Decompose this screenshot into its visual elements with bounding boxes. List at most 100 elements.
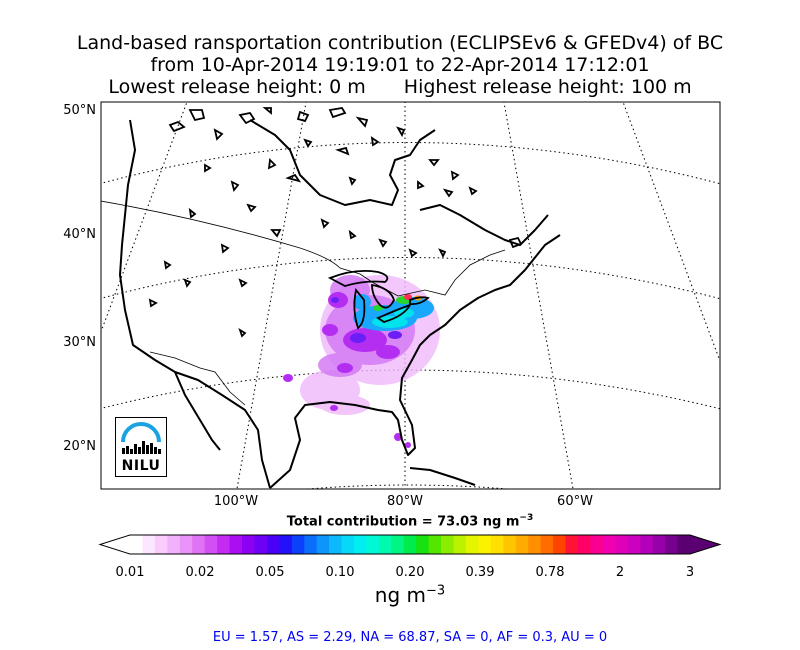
colorbar-tick-label: 0.20 bbox=[395, 565, 425, 580]
colorbar-bin bbox=[192, 535, 206, 554]
colorbar-bin bbox=[366, 535, 380, 554]
colorbar-bin bbox=[428, 535, 442, 554]
lat-label-20: 20°N bbox=[63, 439, 96, 454]
lat-label-40: 40°N bbox=[63, 227, 96, 242]
total-contribution-unit-exponent: −3 bbox=[519, 513, 534, 523]
graticule-lon-40 bbox=[622, 102, 720, 363]
colorbar-bin bbox=[204, 535, 218, 554]
lon-label-60w: 60°W bbox=[557, 494, 593, 509]
colorbar-tick-label: 0.39 bbox=[465, 565, 495, 580]
nilu-logo: NILU bbox=[115, 417, 167, 477]
colorbar-bin bbox=[540, 535, 554, 554]
colorbar-bin bbox=[142, 535, 156, 554]
lake-michigan bbox=[353, 287, 366, 330]
gulf-coast bbox=[269, 234, 561, 489]
graticule-lon-60 bbox=[503, 102, 574, 489]
graticule-lat-30 bbox=[101, 257, 720, 300]
colorbar-bin bbox=[640, 535, 654, 554]
colorbar-bin bbox=[602, 535, 616, 554]
colorbar-bin bbox=[217, 535, 231, 554]
colorbar-unit-exponent: −3 bbox=[426, 583, 446, 599]
lake-superior bbox=[327, 269, 389, 287]
colorbar-unit-text: ng m bbox=[374, 583, 427, 607]
colorbar-bin bbox=[391, 535, 405, 554]
labrador bbox=[419, 204, 549, 246]
colorbar-bin bbox=[503, 535, 517, 554]
colorbar-outline bbox=[98, 534, 722, 555]
lowest-release-height: Lowest release height: 0 m bbox=[108, 76, 366, 98]
colorbar-bin bbox=[304, 535, 318, 554]
lat-label-50: 50°N bbox=[63, 103, 96, 118]
colorbar-bin bbox=[341, 535, 355, 554]
colorbar-bin bbox=[453, 535, 467, 554]
colorbar-bin bbox=[291, 535, 305, 554]
highest-release-height: Highest release height: 100 m bbox=[403, 76, 692, 98]
colorbar-bin bbox=[515, 535, 529, 554]
colorbar-tick-label: 0.01 bbox=[115, 565, 145, 580]
colorbar-bin bbox=[528, 535, 542, 554]
colorbar-bin bbox=[279, 535, 293, 554]
colorbar-bin bbox=[354, 535, 367, 554]
title-line-2: from 10-Apr-2014 19:19:01 to 22-Apr-2014… bbox=[150, 54, 650, 76]
colorbar bbox=[98, 534, 722, 555]
baja bbox=[174, 371, 221, 451]
colorbar-tick-label: 0.05 bbox=[255, 565, 285, 580]
colorbar-high-extension bbox=[690, 535, 720, 554]
colorbar-bin bbox=[615, 535, 629, 554]
map-frame bbox=[100, 101, 721, 490]
colorbar-bin bbox=[266, 535, 280, 554]
colorbar-tick-label: 0.78 bbox=[535, 565, 565, 580]
title-line-3: Lowest release height: 0 m Highest releas… bbox=[0, 76, 800, 98]
graticule-lat-50 bbox=[95, 25, 725, 70]
region-contribution-summary: EU = 1.57, AS = 2.29, NA = 68.87, SA = 0… bbox=[212, 630, 608, 645]
graticule-lon-120 bbox=[101, 102, 188, 334]
concentration-field bbox=[283, 275, 440, 448]
colorbar-bin bbox=[441, 535, 455, 554]
colorbar-bin bbox=[179, 535, 193, 554]
colorbar-tick-label: 2 bbox=[615, 565, 625, 580]
lake-erie bbox=[376, 303, 412, 323]
lat-label-30: 30°N bbox=[63, 335, 96, 350]
colorbar-bin bbox=[590, 535, 604, 554]
total-contribution: Total contribution = 73.03 ng m−3 bbox=[0, 513, 800, 529]
colorbar-bin bbox=[652, 535, 666, 554]
hudson-bay bbox=[249, 119, 436, 206]
graticule-lon-100 bbox=[236, 102, 307, 489]
colorbar-bin bbox=[167, 535, 181, 554]
graticule-lat-40 bbox=[101, 142, 720, 185]
colorbar-bin bbox=[378, 535, 392, 554]
colorbar-tick-label: 3 bbox=[685, 565, 695, 580]
us-canada-border bbox=[101, 200, 506, 297]
colorbar-bin bbox=[416, 535, 430, 554]
colorbar-bin bbox=[466, 535, 479, 554]
colorbar-bin bbox=[130, 535, 143, 554]
colorbar-bin bbox=[677, 535, 691, 554]
lake-ontario bbox=[409, 296, 430, 306]
colorbar-bin bbox=[403, 535, 417, 554]
colorbar-bin bbox=[478, 535, 492, 554]
title-line-1: Land-based ransportation contribution (E… bbox=[76, 32, 724, 54]
colorbar-bin bbox=[627, 535, 641, 554]
colorbar-bin bbox=[316, 535, 330, 554]
colorbar-unit-label: ng m−3 bbox=[0, 583, 800, 607]
colorbar-low-extension bbox=[100, 535, 130, 554]
colorbar-tick-label: 0.10 bbox=[325, 565, 355, 580]
colorbar-bin bbox=[490, 535, 504, 554]
colorbar-bin bbox=[229, 535, 243, 554]
colorbar-bin bbox=[242, 535, 255, 554]
colorbar-bin bbox=[665, 535, 679, 554]
lon-label-80w: 80°W bbox=[387, 494, 423, 509]
north-america-coastline bbox=[119, 119, 271, 489]
colorbar-tick-label: 0.02 bbox=[185, 565, 215, 580]
us-mexico-border bbox=[149, 351, 246, 406]
nilu-logo-icon bbox=[121, 422, 161, 454]
colorbar-bin bbox=[578, 535, 591, 554]
colorbar-bin bbox=[329, 535, 343, 554]
graticule-lon-20 bbox=[610, 0, 800, 420]
colorbar-bin bbox=[154, 535, 168, 554]
lon-label-100w: 100°W bbox=[213, 494, 259, 509]
total-contribution-text: Total contribution = 73.03 ng m bbox=[286, 514, 520, 530]
colorbar-bin bbox=[565, 535, 579, 554]
colorbar-bin bbox=[553, 535, 567, 554]
